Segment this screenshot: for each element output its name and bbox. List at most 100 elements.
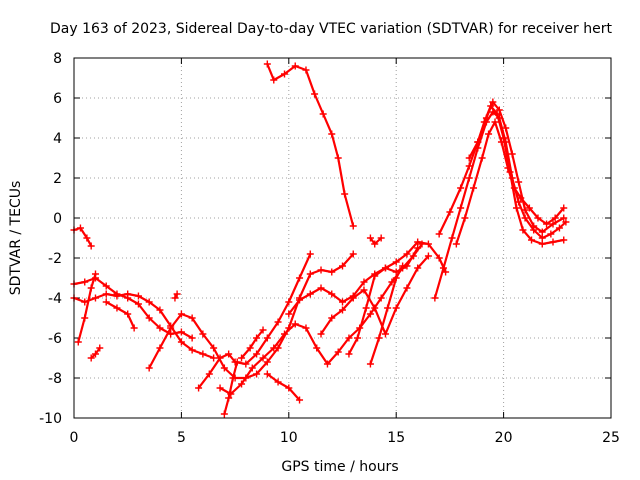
data-point-marker: [81, 314, 89, 322]
data-point-marker: [199, 330, 207, 338]
data-point-marker: [495, 106, 503, 114]
data-point-marker: [259, 326, 267, 334]
data-point-marker: [270, 344, 278, 352]
y-axis-label: SDTVAR / TECUs: [8, 181, 24, 296]
data-point-marker: [371, 240, 379, 248]
series-arc-21: [452, 118, 568, 248]
data-point-marker: [375, 334, 383, 342]
data-point-marker: [91, 350, 99, 358]
series-line: [105, 300, 136, 330]
data-point-marker: [319, 110, 327, 118]
data-point-marker: [377, 294, 385, 302]
y-tick-labels: -10 -8 -6 -4 -2 0 2 4 6 8: [39, 51, 62, 427]
data-point-marker: [296, 296, 304, 304]
data-point-marker: [302, 66, 310, 74]
data-point-marker: [435, 254, 443, 262]
data-point-marker: [83, 234, 91, 242]
data-point-marker: [233, 358, 241, 366]
data-point-marker: [87, 284, 95, 292]
data-point-marker: [317, 330, 325, 338]
data-point-marker: [306, 250, 314, 258]
data-point-marker: [512, 204, 520, 212]
data-point-marker: [474, 138, 482, 146]
series-arc-18: [366, 234, 385, 248]
x-axis-label: GPS time / hours: [281, 459, 398, 475]
data-point-marker: [225, 394, 233, 402]
data-point-marker: [414, 244, 422, 252]
data-point-marker: [392, 274, 400, 282]
data-point-marker: [465, 174, 473, 182]
data-point-marker: [414, 264, 422, 272]
data-point-marker: [482, 114, 490, 122]
data-point-marker: [113, 292, 121, 300]
data-point-marker: [134, 300, 142, 308]
y-tick-label: 4: [53, 131, 62, 147]
data-point-marker: [124, 310, 132, 318]
y-tick-label: 6: [53, 91, 62, 107]
data-point-marker: [457, 204, 465, 212]
data-point-marker: [502, 124, 510, 132]
series-arc-4: [74, 270, 99, 346]
data-point-marker: [446, 208, 454, 216]
data-point-marker: [345, 334, 353, 342]
data-point-marker: [296, 396, 304, 404]
data-point-marker: [274, 318, 282, 326]
series-arc-20: [435, 102, 568, 248]
data-point-marker: [560, 204, 568, 212]
data-point-marker: [263, 370, 271, 378]
data-point-marker: [334, 154, 342, 162]
data-point-marker: [521, 206, 529, 214]
data-series: [70, 60, 570, 418]
data-point-marker: [547, 230, 555, 238]
data-point-marker: [530, 222, 538, 230]
data-point-marker: [302, 324, 310, 332]
data-point-marker: [281, 330, 289, 338]
data-point-marker: [263, 60, 271, 68]
data-point-marker: [328, 314, 336, 322]
series-arc-11: [238, 326, 267, 362]
data-point-marker: [461, 214, 469, 222]
data-point-marker: [362, 304, 370, 312]
data-point-marker: [210, 344, 218, 352]
data-point-marker: [354, 334, 362, 342]
data-point-marker: [538, 240, 546, 248]
data-point-marker: [538, 234, 546, 242]
data-point-marker: [238, 354, 246, 362]
data-point-marker: [381, 264, 389, 272]
data-point-marker: [549, 238, 557, 246]
data-point-marker: [465, 154, 473, 162]
data-point-marker: [87, 242, 95, 250]
data-point-marker: [381, 330, 389, 338]
data-point-marker: [167, 324, 175, 332]
data-point-marker: [177, 310, 185, 318]
data-point-marker: [248, 364, 256, 372]
data-point-marker: [96, 344, 104, 352]
y-tick-label: 2: [53, 171, 62, 187]
data-point-marker: [562, 218, 570, 226]
data-point-marker: [439, 264, 447, 272]
data-point-marker: [238, 380, 246, 388]
data-point-marker: [156, 344, 164, 352]
data-point-marker: [317, 266, 325, 274]
x-tick-label: 15: [387, 430, 405, 446]
data-point-marker: [521, 214, 529, 222]
data-point-marker: [81, 278, 89, 286]
data-point-marker: [285, 384, 293, 392]
data-point-marker: [403, 284, 411, 292]
data-point-marker: [134, 292, 142, 300]
plot-frame: [73, 57, 612, 419]
data-point-marker: [431, 294, 439, 302]
data-point-marker: [508, 150, 516, 158]
data-point-marker: [371, 304, 379, 312]
y-tick-label: 8: [53, 51, 62, 67]
data-point-marker: [102, 290, 110, 298]
data-point-marker: [188, 334, 196, 342]
series-arc-10: [220, 358, 241, 418]
data-point-marker: [145, 298, 153, 306]
data-point-marker: [225, 350, 233, 358]
series-arc-9: [216, 240, 426, 398]
data-point-marker: [253, 350, 261, 358]
data-point-marker: [87, 354, 95, 362]
data-point-marker: [145, 364, 153, 372]
